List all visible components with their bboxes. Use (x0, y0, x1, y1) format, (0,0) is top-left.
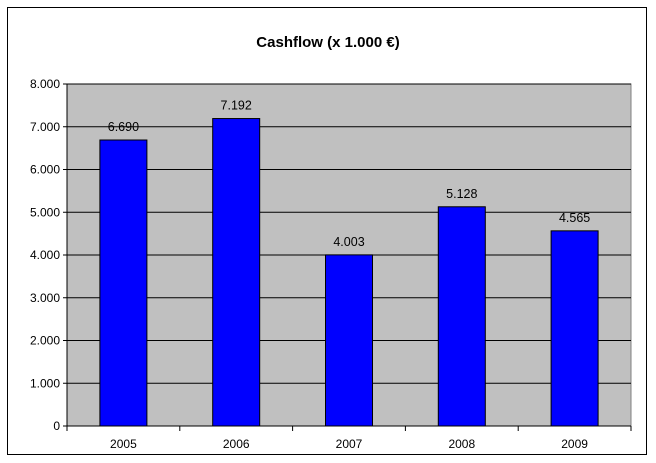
bar-2008 (437, 206, 486, 427)
y-tick-label: 5.000 (30, 205, 60, 219)
data-label-2007: 4.003 (333, 235, 364, 249)
y-tick-label: 1.000 (30, 376, 60, 390)
y-tick-label: 4.000 (30, 248, 60, 262)
bar-2009 (550, 230, 599, 427)
x-tick-label-2005: 2005 (110, 437, 137, 451)
x-tick-labels: 2005 2006 2007 2008 2009 (110, 437, 588, 451)
x-tick-label-2009: 2009 (561, 437, 588, 451)
chart-title: Cashflow (x 1.000 €) (256, 34, 399, 51)
data-label-2006: 7.192 (221, 99, 252, 113)
y-tick-label: 7.000 (30, 120, 60, 134)
y-tick-label: 8.000 (30, 77, 60, 91)
data-label-2009: 4.565 (559, 211, 590, 225)
y-tick-label: 6.000 (30, 163, 60, 177)
data-label-2005: 6.690 (108, 120, 139, 134)
x-tick-label-2007: 2007 (336, 437, 363, 451)
bar-2007 (325, 254, 373, 427)
axes (63, 83, 632, 431)
data-label-2008: 5.128 (446, 187, 477, 201)
x-tick-label-2006: 2006 (223, 437, 250, 451)
bar-2005 (99, 139, 148, 427)
y-tick-label: 3.000 (30, 291, 60, 305)
x-tick-label-2008: 2008 (448, 437, 475, 451)
y-tick-label: 2.000 (30, 334, 60, 348)
data-labels: 6.690 7.192 4.003 5.128 4.565 (108, 99, 591, 249)
bars (99, 118, 599, 427)
y-tick-labels: 0 1.000 2.000 3.000 4.000 5.000 6.000 7.000 8.00… (30, 77, 60, 433)
y-tick-label: 0 (53, 419, 60, 433)
bar-2006 (212, 118, 261, 427)
